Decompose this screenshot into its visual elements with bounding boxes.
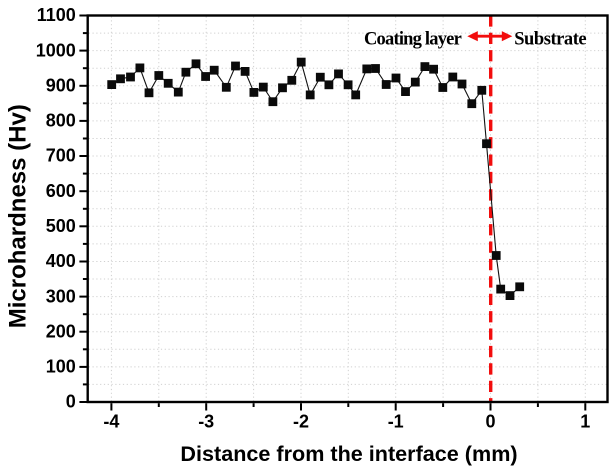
svg-text:700: 700 <box>46 146 76 166</box>
svg-text:Distance from the interface (m: Distance from the interface (mm) <box>180 441 517 466</box>
svg-text:-2: -2 <box>293 412 309 432</box>
svg-text:900: 900 <box>46 76 76 96</box>
svg-text:Substrate: Substrate <box>514 30 586 50</box>
svg-text:-3: -3 <box>198 412 214 432</box>
svg-text:1: 1 <box>580 412 590 432</box>
svg-text:400: 400 <box>46 251 76 271</box>
svg-text:500: 500 <box>46 216 76 236</box>
svg-text:100: 100 <box>46 357 76 377</box>
svg-text:1100: 1100 <box>37 5 76 25</box>
svg-text:Coating layer: Coating layer <box>364 30 462 50</box>
svg-text:300: 300 <box>46 286 76 306</box>
svg-text:1000: 1000 <box>36 40 76 60</box>
svg-text:0: 0 <box>66 392 76 412</box>
svg-text:200: 200 <box>46 321 76 341</box>
svg-text:800: 800 <box>46 111 76 131</box>
svg-text:-1: -1 <box>388 412 404 432</box>
svg-text:Microhardness (Hv): Microhardness (Hv) <box>5 104 32 328</box>
svg-text:600: 600 <box>46 181 76 201</box>
svg-text:0: 0 <box>485 412 495 432</box>
svg-text:-4: -4 <box>103 412 119 432</box>
